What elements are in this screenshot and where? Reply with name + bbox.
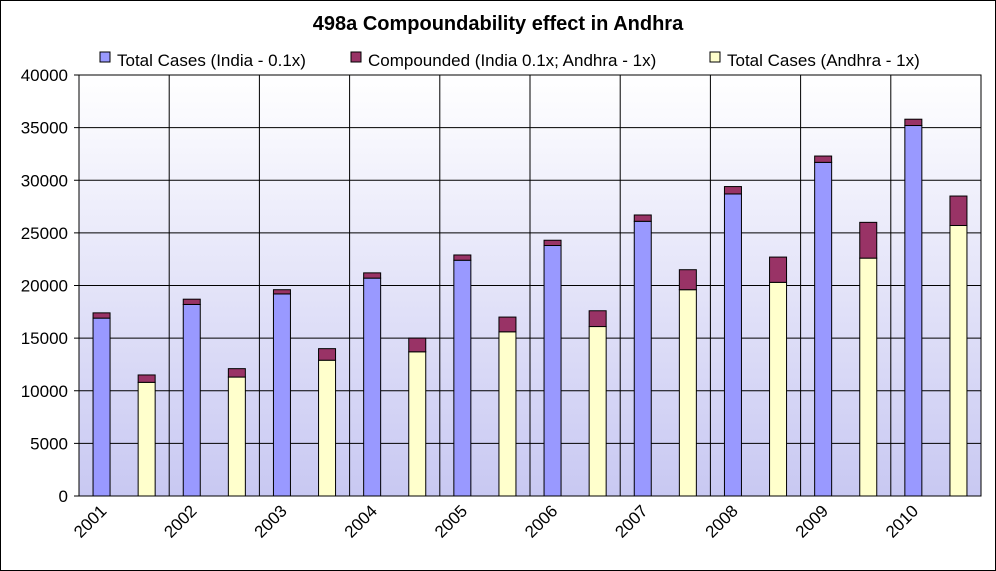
y-axis: 0 5000 10000 15000 20000 25000 30000 35000 40000 — [21, 66, 80, 506]
x-tick-label: 2010 — [882, 501, 922, 541]
x-axis: 2001 2002 2003 2004 2005 2006 2007 2008 2009 2010 — [70, 495, 981, 542]
chart-title: 498a Compoundability effect in Andhra — [313, 13, 684, 35]
bar — [453, 259, 472, 497]
x-tick-label: 2001 — [70, 501, 110, 541]
x-tick-label: 2004 — [341, 501, 381, 541]
bar — [92, 317, 111, 497]
y-tick-label: 5000 — [30, 434, 68, 453]
legend-swatch — [709, 51, 721, 63]
bar — [227, 368, 246, 378]
legend-label: Total Cases (Andhra - 1x) — [727, 51, 920, 70]
bar — [363, 277, 382, 497]
y-tick-label: 30000 — [21, 171, 68, 190]
bar — [318, 348, 337, 361]
y-tick-label: 10000 — [21, 382, 68, 401]
y-tick-label: 20000 — [21, 277, 68, 296]
y-tick-label: 35000 — [21, 119, 68, 138]
y-tick-label: 15000 — [21, 329, 68, 348]
legend-swatch — [350, 51, 362, 63]
bar — [137, 381, 156, 497]
x-tick-label: 2005 — [431, 501, 471, 541]
bar — [543, 245, 562, 497]
bar — [182, 303, 201, 497]
bar — [859, 257, 878, 497]
bar — [769, 256, 788, 283]
bar — [408, 351, 427, 497]
bar — [949, 225, 968, 497]
x-tick-label: 2003 — [251, 501, 291, 541]
bar — [453, 254, 472, 261]
bar — [227, 376, 246, 497]
y-tick-label: 25000 — [21, 224, 68, 243]
bar — [949, 195, 968, 227]
bar — [588, 326, 607, 497]
bar — [182, 298, 201, 305]
bar — [588, 310, 607, 328]
legend: Total Cases (India - 0.1x) Compounded (In… — [99, 51, 920, 70]
bar — [814, 155, 833, 163]
y-tick-label: 40000 — [21, 66, 68, 85]
bar — [92, 312, 111, 319]
x-tick-label: 2002 — [160, 501, 200, 541]
legend-label: Compounded (India 0.1x; Andhra - 1x) — [368, 51, 656, 70]
bar — [678, 269, 697, 291]
x-tick-label: 2006 — [521, 501, 561, 541]
bar — [498, 316, 517, 333]
bar — [318, 359, 337, 497]
bar — [723, 186, 742, 195]
bar — [904, 125, 923, 497]
bar — [633, 214, 652, 222]
y-tick-label: 0 — [59, 487, 68, 506]
x-tick-label: 2007 — [611, 501, 651, 541]
bar — [498, 331, 517, 497]
bar — [272, 293, 291, 497]
bar — [678, 289, 697, 497]
bar — [859, 221, 878, 259]
x-tick-label: 2009 — [792, 501, 832, 541]
bar — [272, 289, 291, 295]
bar — [408, 337, 427, 353]
bar — [633, 220, 652, 497]
bar — [363, 272, 382, 279]
bar — [814, 161, 833, 497]
bars — [92, 118, 968, 497]
legend-swatch — [99, 51, 111, 63]
legend-label: Total Cases (India - 0.1x) — [117, 51, 306, 70]
x-tick-label: 2008 — [702, 501, 742, 541]
bar — [904, 118, 923, 127]
bar — [769, 281, 788, 497]
bar — [543, 239, 562, 247]
bar — [723, 193, 742, 497]
bar — [137, 374, 156, 383]
